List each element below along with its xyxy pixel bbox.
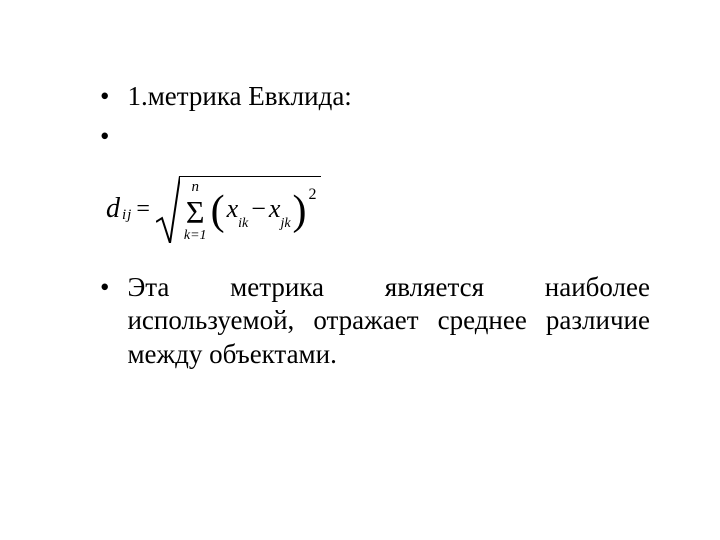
formula-body: d ij = n Σ k=1 ( xik−xjk ) 2 (106, 176, 650, 243)
power-2: 2 (309, 186, 317, 204)
equals-sign: = (136, 196, 150, 223)
sigma-symbol: Σ (186, 196, 205, 228)
subscript-jk: jk (280, 216, 290, 231)
bullet-marker: • (100, 271, 109, 305)
square-root: n Σ k=1 ( xik−xjk ) 2 (156, 176, 321, 243)
variable-x1: x (227, 194, 239, 223)
bullet-item-2: • (70, 120, 650, 154)
bullet-marker: • (100, 120, 109, 154)
bullet-text-3: Эта метрика является наиболее используем… (127, 271, 650, 372)
sigma-lower: k=1 (184, 229, 207, 243)
variable-x2: x (269, 194, 281, 223)
radical-icon (156, 176, 180, 243)
left-paren: ( (211, 190, 225, 232)
subscript-ij: ij (122, 207, 132, 224)
bullet-item-3: • Эта метрика является наиболее использу… (70, 271, 650, 372)
subscript-ik: ik (238, 216, 248, 231)
bullet-item-1: • 1.метрика Евклида: (70, 80, 650, 114)
sqrt-content: n Σ k=1 ( xik−xjk ) 2 (180, 176, 321, 243)
formula-euclidean-distance: d ij = n Σ k=1 ( xik−xjk ) 2 (106, 176, 650, 243)
variable-d: d (106, 193, 120, 225)
sigma-upper: n (191, 180, 199, 195)
summation: n Σ k=1 (184, 180, 207, 243)
right-paren: ) (293, 190, 307, 232)
inner-expression: xik−xjk (225, 194, 293, 228)
bullet-text-1: 1.метрика Евклида: (127, 80, 650, 114)
bullet-marker: • (100, 80, 109, 114)
minus-sign: − (251, 194, 266, 223)
